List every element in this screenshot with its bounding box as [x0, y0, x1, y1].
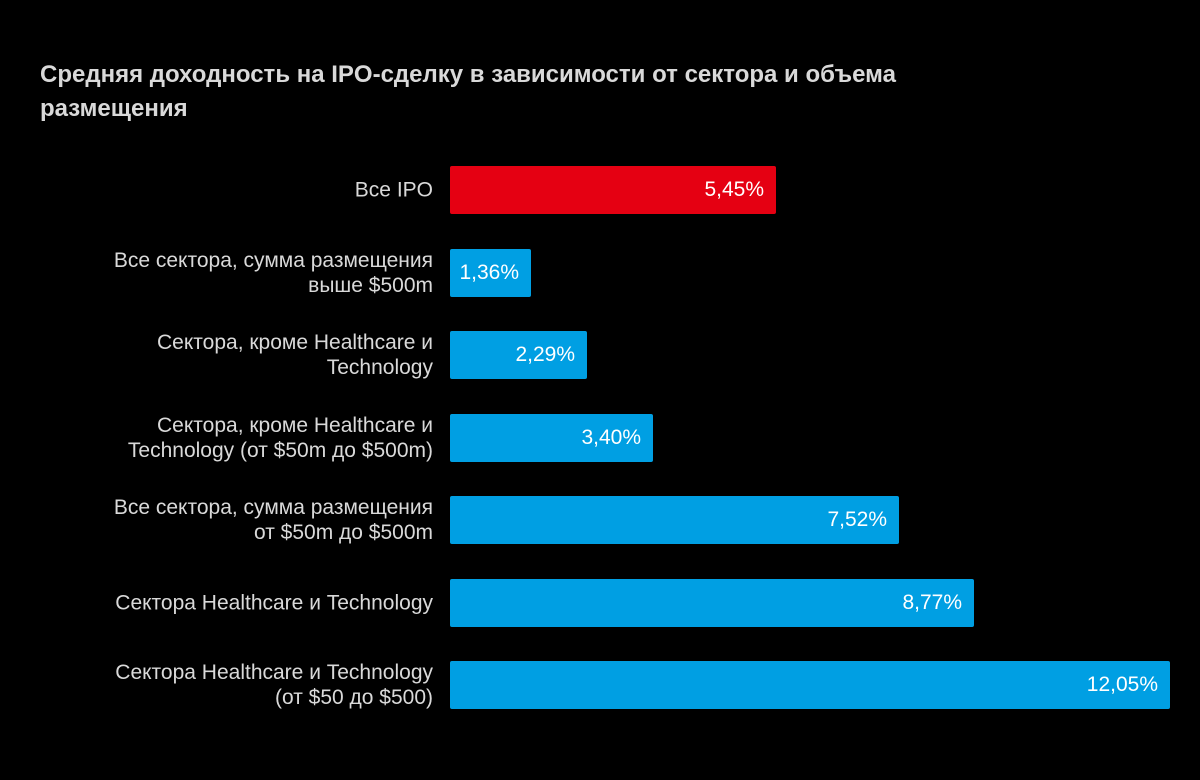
bar-row: Сектора, кроме Healthcare и Technology (о… [0, 413, 1200, 462]
bar-row: Все сектора, сумма размещения выше $500m 1… [0, 248, 1200, 297]
bar: 2,29% [450, 331, 587, 379]
bar: 3,40% [450, 413, 653, 462]
bar-row: Все IPO 5,45% [0, 166, 1200, 214]
data-label: 1,36% [459, 260, 519, 284]
bar: 7,52% [450, 496, 899, 544]
bar: 5,45% [450, 166, 776, 214]
data-label: 8,77% [902, 590, 962, 614]
category-label: Все IPO [354, 178, 433, 202]
bar: 12,05% [450, 661, 1170, 709]
bar: 1,36% [450, 248, 531, 297]
data-label: 7,52% [827, 508, 887, 531]
data-label: 5,45% [704, 178, 764, 201]
category-label: Сектора Healthcare и Technology (от $50 д… [115, 661, 433, 709]
data-label: 3,40% [581, 425, 641, 449]
bar-row: Сектора, кроме Healthcare и Technology 2,2… [0, 331, 1200, 379]
bar-row: Все сектора, сумма размещения от $50m до … [0, 496, 1200, 544]
data-label: 12,05% [1086, 673, 1158, 696]
bar: 8,77% [450, 578, 974, 627]
category-label: Все сектора, сумма размещения от $50m до … [113, 496, 433, 544]
category-label: Сектора, кроме Healthcare и Technology (о… [127, 413, 433, 462]
chart-title: Средняя доходность на IPO-сделку в завис… [40, 61, 896, 122]
data-label: 2,29% [515, 343, 575, 366]
category-label: Все сектора, сумма размещения выше $500m [113, 248, 433, 297]
category-label: Сектора, кроме Healthcare и Technology [157, 331, 433, 379]
bar-row: Сектора Healthcare и Technology (от $50 д… [0, 661, 1200, 709]
bar-row: Сектора Healthcare и Technology 8,77% [0, 578, 1200, 627]
category-label: Сектора Healthcare и Technology [115, 591, 433, 614]
